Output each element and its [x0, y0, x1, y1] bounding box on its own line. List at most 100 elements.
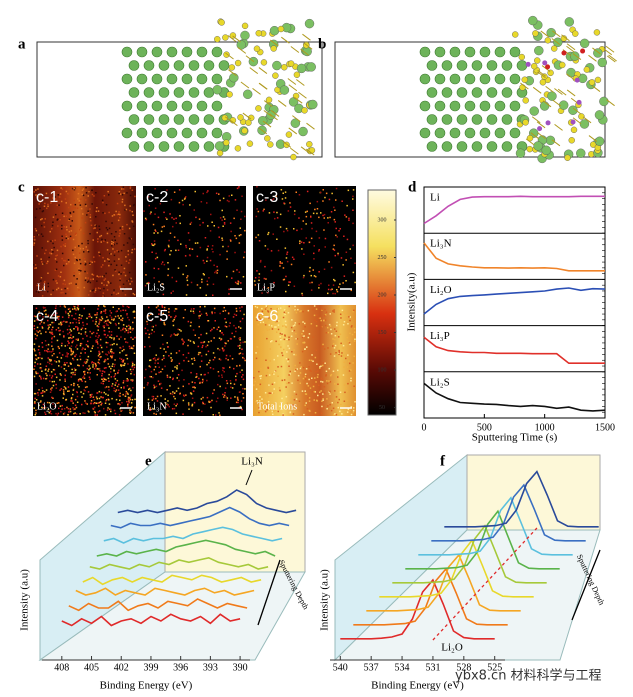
pixel	[133, 203, 135, 206]
pixel	[335, 234, 337, 237]
pixel	[103, 377, 105, 380]
pixel	[206, 379, 208, 382]
pixel	[222, 197, 225, 200]
pixel	[96, 392, 98, 394]
pixel	[64, 345, 66, 347]
pixel	[175, 405, 177, 407]
pixel	[313, 305, 316, 307]
pixel	[127, 380, 129, 382]
pixel	[241, 195, 243, 197]
pixel	[258, 400, 261, 402]
pixel	[175, 412, 178, 415]
pixel	[78, 322, 80, 324]
pixel	[39, 323, 41, 325]
pixel	[219, 217, 222, 219]
pixel	[111, 239, 114, 242]
pixel	[112, 319, 115, 321]
x-tick-label: 528	[456, 662, 471, 673]
pixel	[301, 333, 303, 335]
pixel	[121, 317, 124, 320]
pixel	[33, 343, 36, 345]
pixel	[58, 323, 60, 325]
pixel	[118, 322, 120, 325]
pixel	[299, 240, 301, 242]
pixel	[108, 321, 111, 323]
pixel	[223, 367, 225, 369]
pixel	[74, 312, 77, 315]
pixel	[122, 305, 125, 308]
pixel	[70, 203, 72, 206]
bond	[540, 30, 550, 38]
pixel	[153, 387, 155, 389]
colorbar-tick-label: 300	[378, 217, 387, 223]
pixel	[257, 383, 259, 386]
pixel	[41, 342, 43, 344]
pixel	[68, 261, 70, 263]
pixel	[188, 404, 190, 406]
pixel	[282, 279, 285, 281]
pixel	[354, 262, 356, 264]
pixel	[124, 274, 127, 277]
pixel	[334, 413, 336, 415]
atom	[486, 114, 498, 125]
pixel	[53, 246, 55, 249]
pixel	[45, 378, 47, 380]
pixel	[110, 282, 112, 284]
atom	[551, 45, 558, 52]
pixel	[153, 232, 155, 234]
pixel	[107, 280, 109, 283]
pixel	[275, 340, 277, 343]
pixel	[104, 260, 106, 262]
pixel	[328, 380, 330, 382]
pixel	[160, 387, 163, 389]
pixel	[236, 282, 238, 285]
pixel	[34, 402, 36, 405]
pixel	[309, 202, 311, 205]
pixel	[84, 270, 86, 273]
pixel	[100, 391, 103, 394]
pixel	[306, 210, 308, 213]
pixel	[201, 410, 203, 413]
pixel	[40, 218, 42, 221]
pixel	[276, 320, 278, 323]
pixel	[35, 399, 38, 401]
pixel	[35, 412, 37, 414]
pixel	[77, 286, 79, 289]
pixel	[231, 387, 234, 389]
pixel	[77, 380, 80, 382]
pixel	[85, 192, 88, 194]
pixel	[129, 331, 132, 333]
pixel	[83, 389, 85, 391]
pixel	[189, 223, 192, 225]
pixel	[153, 412, 155, 415]
pixel	[132, 214, 134, 216]
pixel	[53, 369, 56, 371]
pixel	[77, 192, 80, 195]
pixel	[80, 352, 82, 354]
pixel	[68, 314, 70, 317]
atom	[304, 18, 315, 29]
pixel	[43, 407, 45, 409]
pixel	[37, 188, 39, 190]
pixel	[336, 236, 338, 238]
pixel	[97, 308, 99, 310]
pixel	[132, 327, 134, 330]
pixel	[84, 390, 86, 392]
pixel	[67, 353, 69, 355]
pixel	[105, 386, 108, 388]
pixel	[279, 337, 282, 340]
pixel	[65, 190, 68, 193]
pixel	[322, 343, 324, 346]
pixel	[126, 325, 128, 328]
pixel	[206, 396, 209, 399]
pixel	[39, 207, 41, 210]
pixel	[157, 358, 159, 361]
pixel	[215, 414, 217, 416]
pixel	[64, 364, 66, 366]
pixel	[75, 391, 78, 393]
pixel	[177, 333, 179, 335]
bond	[537, 69, 546, 77]
pixel	[103, 305, 105, 307]
pixel	[86, 361, 88, 363]
pixel	[193, 359, 196, 361]
